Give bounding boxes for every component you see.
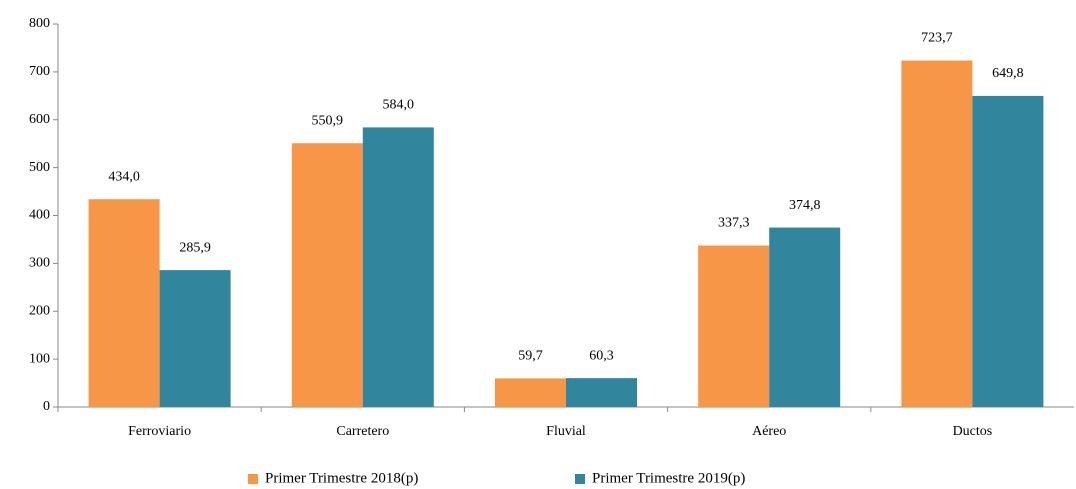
y-tick-label: 400	[29, 208, 50, 223]
bar	[88, 199, 160, 407]
y-tick-label: 700	[29, 64, 50, 79]
data-label: 59,7	[518, 349, 543, 364]
data-label: 337,3	[718, 216, 750, 231]
x-tick-label: Carretero	[336, 424, 389, 439]
data-label: 285,9	[179, 240, 211, 255]
y-tick-label: 300	[29, 256, 50, 271]
legend-swatch	[575, 474, 585, 484]
bar	[566, 378, 637, 407]
bar	[901, 60, 973, 407]
legend-swatch	[248, 474, 258, 484]
data-label: 60,3	[589, 348, 614, 363]
data-label: 550,9	[312, 113, 344, 128]
x-tick-label: Ferroviario	[128, 424, 191, 439]
data-label: 584,0	[383, 98, 415, 113]
y-tick-label: 600	[29, 112, 50, 127]
bar	[698, 245, 770, 407]
data-label: 374,8	[789, 198, 821, 213]
bar	[362, 127, 434, 407]
x-tick-label: Fluvial	[546, 424, 586, 439]
y-tick-label: 500	[29, 160, 50, 175]
y-tick-label: 0	[43, 399, 50, 414]
data-label: 434,0	[108, 169, 140, 184]
x-tick-label: Ductos	[953, 424, 993, 439]
legend-label: Primer Trimestre 2018(p)	[265, 470, 418, 486]
bar	[972, 95, 1044, 407]
data-label: 723,7	[921, 31, 953, 46]
bar	[159, 270, 231, 407]
y-tick-label: 200	[29, 303, 50, 318]
legend-label: Primer Trimestre 2019(p)	[592, 470, 745, 486]
bar	[769, 227, 841, 407]
x-tick-label: Aéreo	[752, 424, 786, 439]
y-tick-label: 800	[29, 16, 50, 31]
bar	[495, 378, 566, 407]
y-tick-label: 100	[29, 351, 50, 366]
data-label: 649,8	[992, 66, 1024, 81]
bar	[291, 143, 363, 407]
